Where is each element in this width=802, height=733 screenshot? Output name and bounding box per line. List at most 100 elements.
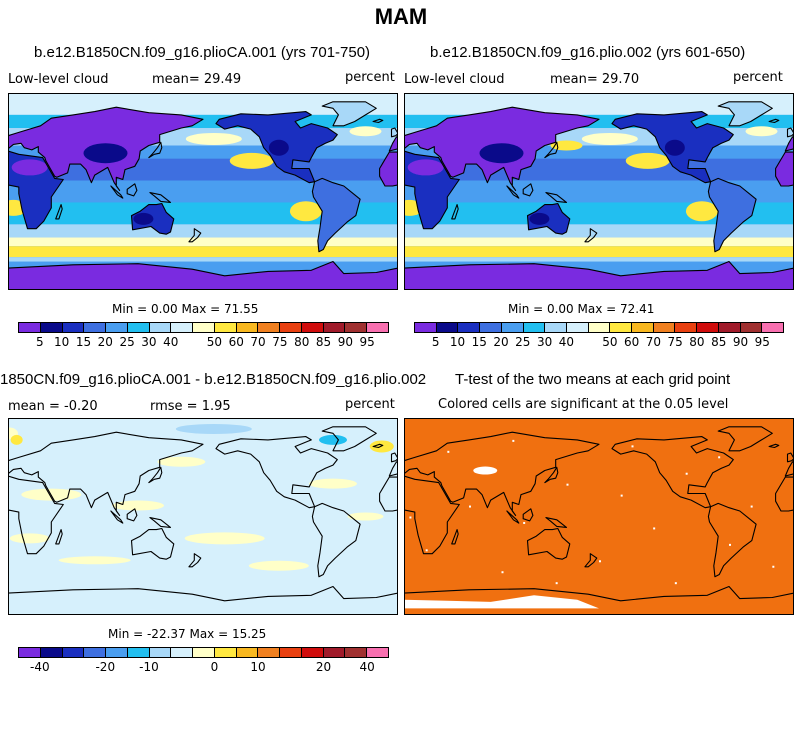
- absolute-colorbar-swatch: [106, 323, 128, 332]
- coastline-namerica: [611, 436, 734, 509]
- absolute-colorbar-swatch: [40, 323, 63, 332]
- stratocumulus-ne-pacific: [229, 152, 274, 169]
- antarctic-fringe-band: [404, 257, 794, 262]
- coastline-madagascar: [55, 204, 63, 220]
- coastline-eurasia2: [784, 460, 794, 477]
- diff-negative-canada-patch: [319, 434, 347, 445]
- land-fill-samerica: [312, 178, 361, 252]
- difference-colorbar-tick-label: -10: [139, 660, 159, 674]
- coastline-nz: [584, 553, 598, 568]
- absolute-colorbar-tick-label: 15: [75, 335, 92, 349]
- coastline-uk: [390, 127, 398, 138]
- coastline-eurasia: [404, 106, 600, 191]
- land-fill-africa2: [379, 152, 398, 186]
- absolute-colorbar-swatch: [236, 323, 259, 332]
- rockies-minimum: [268, 139, 289, 156]
- absolute-colorbar-swatch: [480, 323, 502, 332]
- coastline-samerica: [707, 502, 757, 578]
- absolute-colorbar-swatch: [193, 323, 215, 332]
- coastline-africa: [8, 475, 64, 555]
- difference-colorbar-tick-label: 20: [315, 660, 332, 674]
- ttest-nonsignificant-patch: [473, 466, 498, 475]
- map-frame: [8, 418, 398, 615]
- panel-2-units-label: percent: [733, 70, 783, 85]
- absolute-colorbar-tick-label: 10: [449, 335, 466, 349]
- panel-3-case-title: 1850CN.f09_g16.plioCA.001 - b.e12.B1850C…: [0, 371, 427, 388]
- map-frame: [404, 418, 794, 615]
- equatorial-band: [404, 180, 794, 203]
- panel-3-units-label: percent: [345, 397, 395, 412]
- ttest-nonsignificant-cell: [631, 445, 634, 448]
- ttest-nonsignificant-cell: [555, 582, 558, 585]
- land-fill-samerica: [708, 178, 757, 252]
- southern-ocean-band: [404, 237, 794, 247]
- coastline-samerica: [311, 177, 361, 253]
- diff-positive-patch: [58, 556, 131, 565]
- panel-3-map: [8, 418, 398, 615]
- difference-colorbar-tick-label: -40: [30, 660, 50, 674]
- absolute-colorbar-swatch: [323, 323, 346, 332]
- coastline-newguinea: [149, 517, 172, 528]
- coastline-eurasia2: [784, 135, 794, 152]
- difference-colorbar-swatch: [301, 648, 324, 657]
- absolute-colorbar-tick-label: 70: [645, 335, 662, 349]
- absolute-colorbar-tick-label: 20: [493, 335, 509, 349]
- coastline-australia: [130, 527, 175, 560]
- ttest-nonsignificant-cell: [729, 543, 731, 546]
- panel-3-colorbar-ticks: -40 -20 -10 0 10 20 40: [18, 660, 389, 676]
- ttest-nonsignificant-cell: [674, 582, 677, 585]
- ttest-nonsignificant-cell: [512, 439, 515, 442]
- diff-background: [8, 418, 398, 615]
- stratocumulus-se-pacific: [685, 201, 718, 222]
- absolute-colorbar-swatch: [653, 323, 676, 332]
- absolute-colorbar-swatch: [62, 323, 85, 332]
- panel-2-variable-label: Low-level cloud: [404, 72, 505, 87]
- land-fill-antarctica: [404, 261, 794, 290]
- australia-minimum: [529, 212, 550, 225]
- absolute-colorbar-tick-label: 10: [54, 335, 70, 349]
- page-title: MAM: [374, 4, 428, 29]
- stratocumulus-se-pacific: [289, 201, 322, 222]
- ttest-nonsignificant-cell: [685, 472, 688, 475]
- coastline-iceland: [768, 443, 780, 449]
- coastline-australia: [526, 527, 571, 560]
- difference-colorbar-swatch: [149, 648, 172, 657]
- coastline-madagascar: [55, 529, 63, 545]
- absolute-colorbar-swatch: [545, 323, 567, 332]
- southern-ocean-cloud-band: [404, 246, 794, 258]
- difference-colorbar-swatch: [62, 648, 85, 657]
- absolute-colorbar-tick-label: 80: [689, 335, 705, 349]
- coastline-borneo: [126, 183, 138, 197]
- absolute-colorbar-swatch: [301, 323, 324, 332]
- absolute-colorbar-swatch: [415, 323, 437, 332]
- australia-minimum: [133, 212, 154, 225]
- absolute-colorbar-swatch: [149, 323, 172, 332]
- panel-2-map: [404, 93, 794, 290]
- difference-colorbar-swatch: [106, 648, 128, 657]
- absolute-colorbar-swatch: [610, 323, 633, 332]
- difference-colorbar-swatch: [367, 648, 389, 657]
- absolute-colorbar-swatch: [127, 323, 150, 332]
- difference-colorbar-swatch: [214, 648, 237, 657]
- coastline-nz: [584, 228, 598, 243]
- rockies-minimum: [664, 139, 685, 156]
- coastline-newguinea: [545, 192, 568, 203]
- panel-2-colorbar: [414, 322, 784, 333]
- land-fill-africa2: [775, 152, 794, 186]
- panel-1-mean-label: mean= 29.49: [152, 72, 242, 87]
- coastline-greenland: [717, 426, 773, 452]
- absolute-colorbar-tick-label: 50: [206, 335, 223, 349]
- absolute-colorbar-tick-label: 70: [250, 335, 266, 349]
- land-fill-greenland: [718, 101, 773, 126]
- absolute-colorbar-swatch: [280, 323, 302, 332]
- coastline-layer: [404, 101, 794, 290]
- diff-arctic-strong-patch: [10, 434, 23, 445]
- panel-1-colorbar: [18, 322, 389, 333]
- coastline-borneo: [522, 508, 534, 522]
- coastline-africa: [404, 475, 460, 555]
- absolute-colorbar-tick-label: 50: [602, 335, 618, 349]
- ttest-nonsignificant-cell: [750, 505, 753, 508]
- coastline-antarctica: [404, 260, 794, 290]
- coastline-japan: [544, 466, 559, 484]
- coastline-greenland: [321, 426, 377, 452]
